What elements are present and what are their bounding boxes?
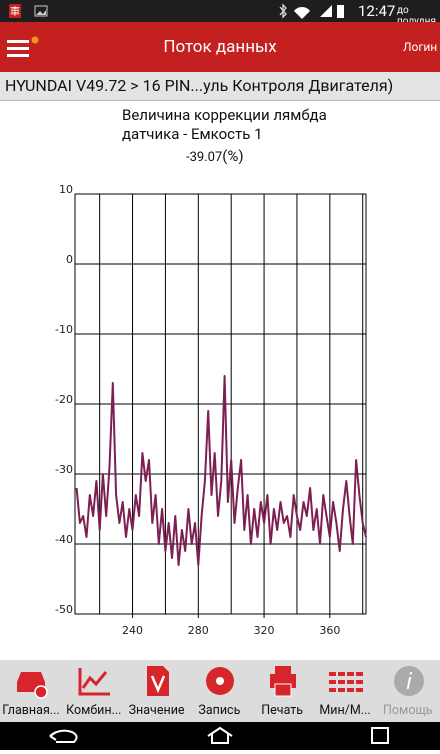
icon	[275, 666, 292, 674]
icon	[146, 666, 169, 696]
recents-button[interactable]	[371, 727, 389, 744]
y-tick-label: -50	[55, 603, 73, 616]
unit: (%)	[222, 147, 244, 165]
nav-button[interactable]: Запись	[188, 660, 250, 722]
icon	[393, 666, 424, 696]
menu-button[interactable]	[6, 36, 40, 60]
nav-icon	[78, 668, 110, 696]
icon	[347, 672, 354, 676]
app-title: Поток данных	[163, 37, 277, 57]
x-tick-label: 280	[188, 624, 209, 637]
nav-icon	[146, 666, 169, 696]
nav-button[interactable]: Печать	[251, 660, 313, 722]
icon	[347, 688, 354, 692]
nav-button[interactable]: Комбин...	[63, 660, 125, 722]
ampm: до полудня	[397, 5, 436, 27]
svg-text:車: 車	[10, 5, 20, 18]
status-icons	[279, 3, 344, 19]
icon: i	[406, 670, 412, 695]
icon	[347, 680, 354, 684]
icon	[338, 688, 345, 692]
nav-button[interactable]: Главная...	[0, 660, 62, 722]
y-tick-label: -20	[55, 393, 73, 406]
nav-icon	[17, 672, 48, 699]
icon	[329, 688, 336, 692]
nav-button[interactable]: Мин/М...	[314, 660, 376, 722]
y-tick-label: -10	[55, 323, 73, 336]
nav-button[interactable]: i Помощь	[377, 660, 439, 722]
icon	[338, 680, 345, 684]
y-tick-label: 0	[66, 253, 73, 266]
chart-title: Величина коррекции лямбда датчика - Емко…	[122, 106, 327, 143]
system-nav-icons	[49, 726, 389, 744]
icon	[356, 680, 363, 684]
icon	[338, 672, 345, 676]
nav-label: Мин/М...	[319, 703, 371, 718]
icon	[329, 680, 336, 684]
image-icon	[34, 5, 48, 17]
nav-label: Комбин...	[66, 703, 122, 718]
y-tick-label: -40	[55, 533, 73, 546]
nav-label: Запись	[198, 703, 241, 718]
chart-header: Величина коррекции лямбда датчика - Емко…	[122, 106, 362, 167]
nav-label: Главная...	[2, 703, 60, 718]
current-value: -39.07	[186, 150, 223, 165]
icon	[150, 675, 165, 694]
x-tick-label: 240	[122, 624, 143, 637]
y-tick-label: -30	[55, 463, 73, 476]
nav-label: Значение	[128, 703, 185, 718]
data-line	[75, 375, 367, 566]
x-tick-label: 320	[254, 624, 275, 637]
app-icon: 車	[9, 4, 21, 18]
nav-icon	[206, 667, 235, 695]
icon	[216, 677, 225, 685]
icon	[78, 668, 110, 696]
breadcrumb-text: HYUNDAI V49.72 > 16 PIN...уль Контроля Д…	[5, 76, 394, 95]
icon	[274, 683, 292, 697]
nav-icon	[270, 666, 297, 697]
back-arrow	[49, 731, 57, 741]
nav-label: Печать	[261, 703, 304, 718]
nav-icon: i	[393, 666, 424, 696]
status-bar: 車 12:47 до полудня	[0, 0, 440, 27]
login-button[interactable]: Логин	[403, 40, 438, 54]
y-tick-label: 10	[59, 183, 73, 196]
chart: 10 0 -10 -20 -30 -40 -50 240 280 320 360	[55, 183, 367, 637]
bottom-nav: Главная... Комбин... Значение Запись Печать М…	[0, 660, 440, 722]
app-bar: Поток данных Логин	[0, 22, 440, 72]
icon	[34, 685, 48, 699]
current-reading: -39.07(%)	[122, 147, 362, 167]
nav-icon	[329, 672, 363, 692]
nav-button[interactable]: Значение	[126, 660, 188, 722]
system-nav	[0, 722, 440, 750]
back-button[interactable]	[49, 729, 78, 743]
nav-label: Помощь	[383, 703, 433, 718]
breadcrumb: HYUNDAI V49.72 > 16 PIN...уль Контроля Д…	[0, 72, 440, 101]
x-tick-label: 360	[319, 624, 340, 637]
icon	[356, 688, 363, 692]
icon	[81, 671, 107, 689]
time: 12:47	[358, 2, 396, 20]
icon	[329, 672, 336, 676]
home-button[interactable]	[207, 726, 233, 744]
icon	[356, 672, 363, 676]
